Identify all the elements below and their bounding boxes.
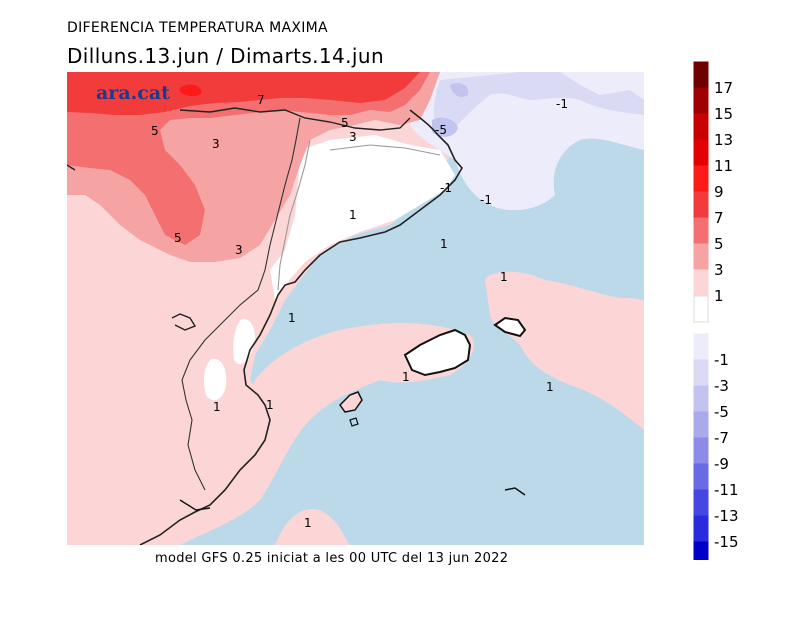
africa-coast xyxy=(179,499,211,511)
sardinia-coast xyxy=(504,487,526,496)
ibiza-island xyxy=(339,391,363,413)
legend-swatch xyxy=(693,541,709,560)
neutral-band xyxy=(270,135,455,300)
contour-label: 7 xyxy=(257,93,265,107)
contour-label: -5 xyxy=(435,123,447,137)
legend-swatch xyxy=(693,165,709,193)
formentera-island xyxy=(349,417,359,427)
contour-label: 3 xyxy=(349,130,357,144)
warm-band-5 xyxy=(67,72,430,245)
legend-label: -17 xyxy=(714,559,739,560)
coastline xyxy=(139,109,463,545)
contour-label: 1 xyxy=(440,237,448,251)
legend-swatch xyxy=(693,359,709,387)
legend-swatch xyxy=(693,87,709,115)
contour-label: 1 xyxy=(500,270,508,284)
contour-label: 3 xyxy=(212,137,220,151)
legend-swatch xyxy=(693,515,709,543)
legend-label: 11 xyxy=(714,157,733,175)
cool-band-5 xyxy=(432,117,458,137)
contour-labels: 7 5 5 3 3 5 3 1 1 1 1 1 1 1 -1 -1 -1 -5 … xyxy=(151,93,568,530)
legend-label: 7 xyxy=(714,209,724,227)
contour-label: 5 xyxy=(174,231,182,245)
warm-sea-patch-south xyxy=(275,509,350,545)
neutral-island-1 xyxy=(203,358,227,401)
legend-label: -7 xyxy=(714,429,729,447)
contour-label: 1 xyxy=(213,400,221,414)
legend-label: 9 xyxy=(714,183,724,201)
contour-label: 5 xyxy=(151,124,159,138)
legend-label: -15 xyxy=(714,533,739,551)
map-title: DIFERENCIA TEMPERATURA MAXIMA xyxy=(67,20,328,36)
contour-label: 1 xyxy=(349,208,357,222)
inland-border-gray xyxy=(277,139,441,291)
legend-label: -9 xyxy=(714,455,729,473)
warm-sea-patch-balearic xyxy=(485,271,644,430)
legend-swatch xyxy=(693,191,709,219)
legend-swatch xyxy=(693,463,709,491)
legend-label: -11 xyxy=(714,481,739,499)
contour-label: -1 xyxy=(440,181,452,195)
legend-swatch xyxy=(693,269,709,297)
legend-label: 15 xyxy=(714,105,733,123)
legend-label: 5 xyxy=(714,235,724,253)
france-border xyxy=(179,107,411,131)
temperature-difference-map: 7 5 5 3 3 5 3 1 1 1 1 1 1 1 -1 -1 -1 -5 … xyxy=(67,72,644,545)
cool-band-3 xyxy=(433,72,644,135)
contour-label: 5 xyxy=(341,116,349,130)
inland-border xyxy=(181,117,301,491)
legend-label: 1 xyxy=(714,287,724,305)
warm-spot-inner xyxy=(174,210,187,222)
contour-label: 3 xyxy=(235,243,243,257)
warm-band-7 xyxy=(67,72,420,115)
legend-label: -5 xyxy=(714,403,729,421)
legend-swatch xyxy=(693,437,709,465)
cool-band-5b xyxy=(450,83,469,97)
color-legend: 17 15 13 11 9 7 5 3 1 -1 -3 -5 -7 -9 -11 -13 -15 -17 xyxy=(693,61,739,560)
contour-label: 1 xyxy=(546,380,554,394)
model-footer: model GFS 0.25 iniciat a les 00 UTC del … xyxy=(155,551,509,566)
legend-swatch xyxy=(693,243,709,271)
contour-label: 1 xyxy=(402,370,410,384)
contour-label: 1 xyxy=(288,311,296,325)
legend-swatch xyxy=(693,295,709,323)
legend-label: 13 xyxy=(714,131,733,149)
warm-spot-9 xyxy=(180,84,202,97)
legend-swatch xyxy=(693,411,709,439)
legend-swatch xyxy=(693,217,709,245)
contour-label: -1 xyxy=(480,193,492,207)
legend-label: 17 xyxy=(714,79,733,97)
legend-swatch xyxy=(693,61,709,89)
legend-label: 3 xyxy=(714,261,724,279)
mallorca-island xyxy=(403,328,472,377)
contour-label: -1 xyxy=(556,97,568,111)
contour-label: 1 xyxy=(266,398,274,412)
legend-swatch xyxy=(693,139,709,167)
legend-swatch xyxy=(693,489,709,517)
legend-label: -1 xyxy=(714,351,729,369)
warm-sea-patch-coast xyxy=(130,323,474,545)
france-coast-north xyxy=(67,164,197,331)
legend-swatch xyxy=(693,333,709,361)
legend-swatch xyxy=(693,113,709,141)
legend-swatch xyxy=(693,385,709,413)
map-subtitle: Dilluns.13.jun / Dimarts.14.jun xyxy=(67,44,385,68)
menorca-island xyxy=(493,316,527,338)
legend-label: -3 xyxy=(714,377,729,395)
ara-cat-logo: ara.cat xyxy=(96,82,170,104)
legend-label: -13 xyxy=(714,507,739,525)
contour-label: 1 xyxy=(304,516,312,530)
